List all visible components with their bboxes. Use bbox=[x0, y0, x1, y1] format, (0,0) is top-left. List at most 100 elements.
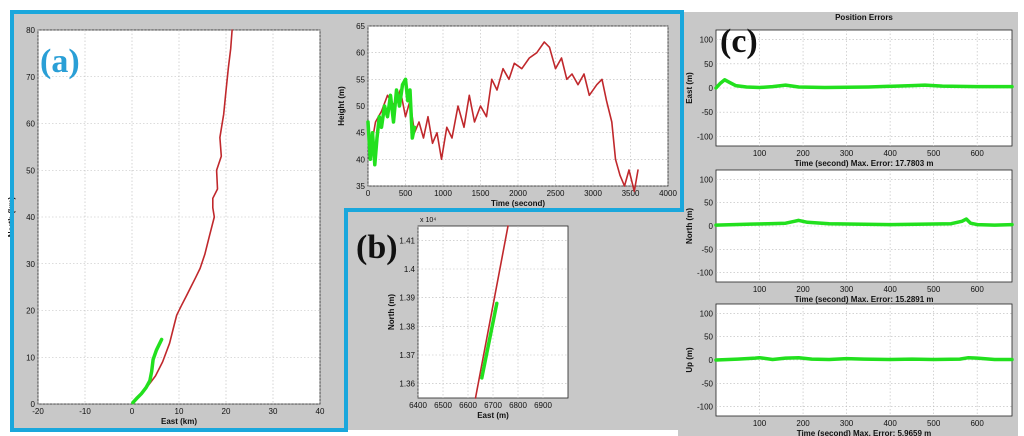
panel-a-frame bbox=[10, 10, 684, 432]
x-tick-label: 500 bbox=[927, 419, 941, 428]
x-tick-label: 6400 bbox=[409, 401, 427, 410]
x-tick-label: 300 bbox=[840, 149, 854, 158]
x-tick-label: 4000 bbox=[659, 189, 677, 198]
x-tick-label: 1000 bbox=[434, 189, 452, 198]
panel-label-b: (b) bbox=[356, 229, 398, 266]
y-axis-label: North (m) bbox=[387, 294, 396, 330]
y-axis-label: East (m) bbox=[685, 72, 694, 104]
y-tick-label: 10 bbox=[26, 353, 35, 362]
y-tick-label: 1.39 bbox=[399, 294, 415, 303]
x-tick-label: 600 bbox=[970, 419, 984, 428]
y-tick-label: 40 bbox=[356, 155, 365, 164]
x-tick-label: 2000 bbox=[509, 189, 527, 198]
plot-area bbox=[367, 25, 669, 187]
x-tick-label: 0 bbox=[366, 189, 371, 198]
x-axis-label: Time (second) Max. Error: 5.9659 m bbox=[797, 429, 932, 436]
y-tick-label: -100 bbox=[697, 403, 714, 412]
y-tick-label: 50 bbox=[704, 60, 713, 69]
y-tick-label: 35 bbox=[356, 182, 365, 191]
y-tick-label: 70 bbox=[26, 73, 35, 82]
y-tick-label: -50 bbox=[701, 379, 713, 388]
y-tick-label: -100 bbox=[697, 132, 714, 141]
y-tick-label: 100 bbox=[700, 36, 714, 45]
chart-a_height: 0 500 1000 1500 2000 2500 3000 3500 4000 35 40 45 50… bbox=[337, 22, 677, 208]
y-tick-label: 0 bbox=[709, 84, 714, 93]
series-line-green bbox=[366, 77, 417, 167]
series-line-red bbox=[474, 225, 509, 399]
y-tick-label: 40 bbox=[26, 213, 35, 222]
series-line-green bbox=[480, 301, 499, 380]
series-line-green bbox=[714, 355, 1014, 362]
x-tick-label: 6700 bbox=[484, 401, 502, 410]
x-tick-label: 100 bbox=[753, 149, 767, 158]
y-tick-label: 50 bbox=[704, 199, 713, 208]
y-tick-label: 55 bbox=[356, 75, 365, 84]
chart-a_map: -20 -10 0 10 20 30 40 0 10 20 30 40 50 60 70 80 East (km… bbox=[7, 26, 325, 426]
y-tick-label: 80 bbox=[26, 26, 35, 35]
x-tick-label: 6800 bbox=[509, 401, 527, 410]
chart-c_up: 100 200 300 400 500 600 -100 -50 0 50 100 Time (sec… bbox=[685, 303, 1014, 436]
x-tick-label: 10 bbox=[175, 407, 184, 416]
x-tick-label: 100 bbox=[753, 419, 767, 428]
y-tick-label: 60 bbox=[26, 120, 35, 129]
x-tick-label: 100 bbox=[753, 285, 767, 294]
y-tick-label: 50 bbox=[26, 166, 35, 175]
y-tick-label: 0 bbox=[709, 356, 714, 365]
y-tick-label: 30 bbox=[26, 260, 35, 269]
x-tick-label: 200 bbox=[796, 419, 810, 428]
x-tick-label: 3000 bbox=[584, 189, 602, 198]
y-tick-label: 50 bbox=[356, 102, 365, 111]
y-tick-label: 65 bbox=[356, 22, 365, 31]
y-tick-label: 0 bbox=[709, 222, 714, 231]
x-tick-label: 300 bbox=[840, 285, 854, 294]
chart-b_zoom: 6400 6500 6600 6700 6800 6900 1.36 1.37 1.38 1.39… bbox=[387, 217, 569, 420]
x-tick-label: 200 bbox=[796, 285, 810, 294]
x-tick-label: 6600 bbox=[459, 401, 477, 410]
x-tick-label: 1500 bbox=[472, 189, 490, 198]
y-tick-label: 1.41 bbox=[399, 236, 415, 245]
x-tick-label: 400 bbox=[883, 419, 897, 428]
series-line-green bbox=[714, 217, 1014, 227]
chart-c_north: 100 200 300 400 500 600 -100 -50 0 50 100 Time (sec… bbox=[685, 169, 1014, 304]
series-line-red bbox=[133, 29, 233, 403]
y-tick-label: 20 bbox=[26, 307, 35, 316]
y-multiplier-label: x 10⁴ bbox=[420, 217, 436, 224]
x-tick-label: -10 bbox=[79, 407, 91, 416]
x-tick-label: 2500 bbox=[547, 189, 565, 198]
y-axis-label: North (m) bbox=[685, 208, 694, 244]
x-tick-label: 300 bbox=[840, 419, 854, 428]
y-tick-label: -50 bbox=[701, 108, 713, 117]
x-tick-label: 200 bbox=[796, 149, 810, 158]
y-tick-label: -100 bbox=[697, 269, 714, 278]
series-line-green bbox=[131, 337, 164, 405]
x-tick-label: 500 bbox=[927, 285, 941, 294]
x-tick-label: 400 bbox=[883, 149, 897, 158]
y-tick-label: 1.37 bbox=[399, 351, 415, 360]
x-tick-label: 0 bbox=[130, 407, 135, 416]
x-tick-label: 20 bbox=[222, 407, 231, 416]
panel-label-c: (c) bbox=[720, 23, 758, 60]
x-tick-label: 600 bbox=[970, 149, 984, 158]
y-tick-label: 1.36 bbox=[399, 380, 415, 389]
panel-label-a: (a) bbox=[40, 43, 80, 80]
chart-title: Position Errors bbox=[835, 13, 893, 22]
y-tick-label: 100 bbox=[700, 175, 714, 184]
y-tick-label: 45 bbox=[356, 129, 365, 138]
x-tick-label: -20 bbox=[32, 407, 44, 416]
y-tick-label: 60 bbox=[356, 49, 365, 58]
y-tick-label: 0 bbox=[31, 400, 36, 409]
y-tick-label: -50 bbox=[701, 245, 713, 254]
y-tick-label: 1.38 bbox=[399, 322, 415, 331]
x-tick-label: 6900 bbox=[534, 401, 552, 410]
chart-c_east: 100 200 300 400 500 600 -100 -50 0 50 100 Time (sec… bbox=[685, 13, 1014, 168]
x-tick-label: 500 bbox=[927, 149, 941, 158]
x-tick-label: 3500 bbox=[622, 189, 640, 198]
x-tick-label: 500 bbox=[399, 189, 413, 198]
x-tick-label: 6500 bbox=[434, 401, 452, 410]
y-tick-label: 1.4 bbox=[404, 265, 416, 274]
y-axis-label: Up (m) bbox=[685, 347, 694, 373]
x-axis-label: Time (second) Max. Error: 15.2891 m bbox=[794, 295, 933, 304]
x-tick-label: 400 bbox=[883, 285, 897, 294]
x-axis-label: Time (second) Max. Error: 17.7803 m bbox=[794, 159, 933, 168]
